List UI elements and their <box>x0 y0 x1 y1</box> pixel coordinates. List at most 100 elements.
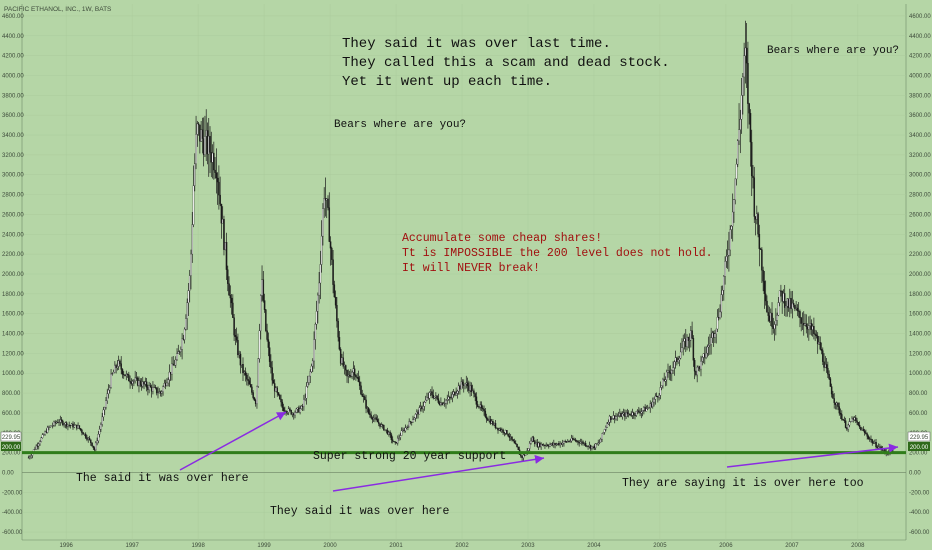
candle-body <box>792 302 795 306</box>
y-tick-label-right: -400.00 <box>909 510 930 516</box>
candle-body <box>41 434 44 438</box>
candle-body <box>789 298 791 309</box>
candle-body <box>173 365 176 367</box>
candle-body <box>366 407 369 409</box>
candle-body <box>549 444 551 447</box>
candle-body <box>93 447 96 451</box>
candle-body <box>564 441 566 443</box>
candle-body <box>452 391 455 395</box>
candle-body <box>690 330 692 341</box>
y-tick-label-left: 4400.00 <box>2 34 24 40</box>
candle-body <box>381 424 384 426</box>
candle-body <box>701 357 704 362</box>
candle-body <box>805 323 808 328</box>
candle-body <box>473 390 475 394</box>
candle-body <box>644 407 646 412</box>
candle-body <box>503 432 506 434</box>
candle-body <box>358 381 361 386</box>
candle-body <box>484 410 487 417</box>
candle-body <box>116 366 119 368</box>
candle-body <box>822 350 824 362</box>
candle-body <box>275 387 277 392</box>
candle-body <box>804 323 806 326</box>
candle-body <box>567 441 569 443</box>
candle-body <box>58 422 60 424</box>
candle-body <box>870 438 872 440</box>
candle-body <box>874 442 876 444</box>
y-tick-label-left: 4600.00 <box>2 14 24 20</box>
candle-body <box>780 290 782 292</box>
candle-body <box>214 169 216 173</box>
candle-body <box>748 103 750 114</box>
candle-body <box>540 443 542 447</box>
candle-body <box>98 429 101 435</box>
candle-body <box>225 242 228 270</box>
arrow-to-1999-low <box>179 411 287 471</box>
candle-body <box>619 413 621 416</box>
candle-body <box>95 442 97 451</box>
candle-body <box>265 309 267 331</box>
candle-body <box>734 178 736 200</box>
candle-body <box>847 424 849 430</box>
candle-body <box>154 387 157 388</box>
candle-body <box>601 433 603 440</box>
candle-body <box>632 412 635 416</box>
headline-line-2: They called this a scam and dead stock. <box>342 55 670 71</box>
candle-body <box>97 434 100 442</box>
y-tick-label-left: 600.00 <box>2 411 21 417</box>
candle-body <box>706 346 709 354</box>
candle-body <box>315 311 318 325</box>
candle-body <box>842 419 844 421</box>
candle-body <box>841 414 843 420</box>
candle-body <box>777 302 780 316</box>
candle-body <box>550 443 553 445</box>
y-tick-label-right: 600.00 <box>909 411 928 417</box>
candle-body <box>49 425 51 428</box>
candle-body <box>125 374 128 377</box>
candle-body <box>131 381 134 384</box>
candle-body <box>40 437 43 442</box>
candle-body <box>783 293 786 308</box>
candle-body <box>185 318 187 330</box>
candle-body <box>733 199 735 213</box>
candle-body <box>197 123 200 126</box>
candle-body <box>852 418 854 420</box>
candle-body <box>754 216 757 220</box>
candle-body <box>289 408 291 411</box>
candle-body <box>843 420 846 422</box>
candle-body <box>304 398 306 400</box>
candle-body <box>512 439 514 442</box>
candle-body <box>868 438 871 440</box>
candle-body <box>698 366 701 370</box>
candle-body <box>55 422 58 424</box>
candle-body <box>856 420 858 423</box>
candle-body <box>639 412 641 414</box>
candle-body <box>111 373 114 375</box>
candle-body <box>372 418 375 420</box>
candle-body <box>270 361 272 368</box>
candle-body <box>67 424 69 427</box>
candle-body <box>607 422 610 425</box>
y-tick-label-right: 4000.00 <box>909 73 931 79</box>
candle-body <box>442 403 445 406</box>
candle-body <box>771 312 773 327</box>
candle-body <box>772 326 775 329</box>
candle-body <box>410 421 413 423</box>
candle-body <box>136 377 139 386</box>
candle-body <box>345 365 347 371</box>
candle-body <box>785 306 787 308</box>
candle-body <box>523 454 526 456</box>
candle-body <box>106 393 109 401</box>
candle-body <box>36 445 39 447</box>
candle-body <box>542 445 545 446</box>
last-price-tag-left-box <box>0 431 22 442</box>
candle-body <box>646 408 649 410</box>
candle-body <box>117 360 120 367</box>
candle-body <box>348 374 351 377</box>
candle-body <box>522 454 525 459</box>
candle-body <box>835 402 838 405</box>
candle-body <box>257 358 259 387</box>
candle-body <box>735 163 738 180</box>
candle-body <box>876 446 879 448</box>
candle-body <box>153 387 155 388</box>
